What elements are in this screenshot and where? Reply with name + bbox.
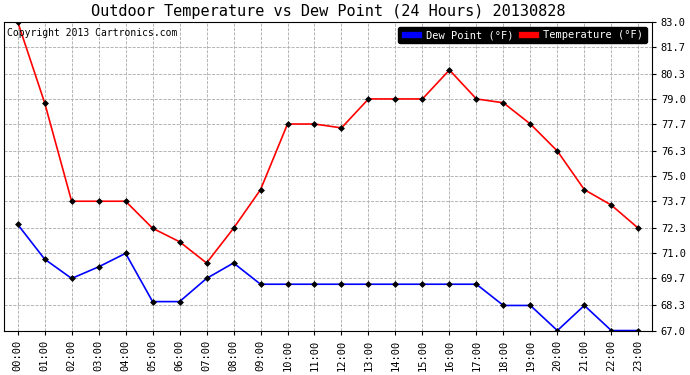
Legend: Dew Point (°F), Temperature (°F): Dew Point (°F), Temperature (°F) — [397, 27, 647, 43]
Text: Copyright 2013 Cartronics.com: Copyright 2013 Cartronics.com — [8, 28, 178, 38]
Title: Outdoor Temperature vs Dew Point (24 Hours) 20130828: Outdoor Temperature vs Dew Point (24 Hou… — [91, 4, 565, 19]
